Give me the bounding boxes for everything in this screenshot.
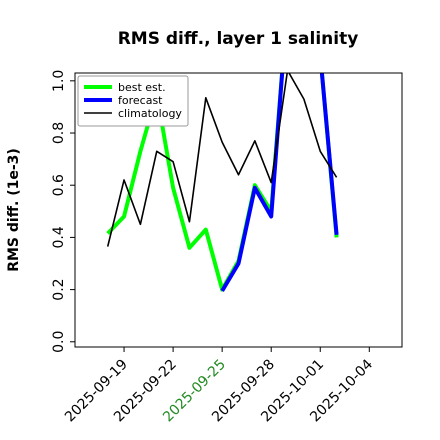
series-line — [106, 73, 338, 247]
y-tick-label: 0.2 — [51, 278, 67, 300]
y-tick-label: 0.0 — [51, 331, 67, 353]
y-tick-label: 0.8 — [51, 122, 67, 144]
legend-label: best est. — [118, 81, 166, 94]
chart-title: RMS diff., layer 1 salinity — [118, 29, 359, 49]
series-line — [220, 73, 339, 292]
y-tick-label: 1.0 — [51, 70, 67, 92]
legend-label: forecast — [118, 94, 163, 107]
plot-frame — [74, 72, 403, 348]
legend-label: climatology — [118, 107, 182, 120]
y-tick-label: 0.6 — [51, 174, 67, 196]
y-tick-label: 0.4 — [51, 226, 67, 248]
y-axis-label: RMS diff. (1e-3) — [6, 148, 22, 272]
